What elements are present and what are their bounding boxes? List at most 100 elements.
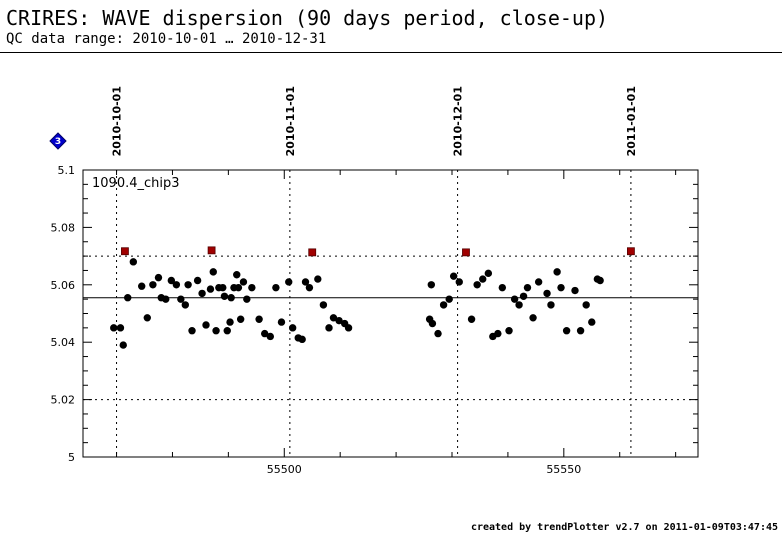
data-point [344,324,353,332]
date-markers: 2010-10-01 2010-11-01 2010-12-01 2011-01-01 [111,86,638,457]
data-point [557,283,565,292]
header: CRIRES: WAVE dispersion (90 days period,… [0,0,782,56]
data-point [266,332,274,341]
data-point [329,314,338,322]
y-tick-label: 5.04 [51,336,76,349]
chip-marker-diamond [49,132,67,150]
data-point [110,324,118,332]
axis-ticks [83,169,698,458]
data-point [305,283,314,292]
data-point [298,335,306,344]
date-marker-label: 2010-10-01 [111,86,124,156]
outlier-point [207,246,216,255]
data-point [272,283,280,292]
date-marker-label: 2010-11-01 [284,86,297,156]
data-point [288,324,297,332]
data-point [154,273,163,282]
data-point [427,281,436,289]
chip-marker-icon: 3 [49,132,67,150]
date-marker-label: 2010-12-01 [452,86,465,156]
reference-lines [83,255,698,401]
data-point [277,318,286,326]
data-point [571,286,579,295]
data-point [515,301,523,309]
data-point [510,295,519,303]
page-title: CRIRES: WAVE dispersion (90 days period,… [6,6,609,30]
x-tick-label: 55500 [267,463,302,476]
data-point [473,281,481,289]
outlier-point [627,247,635,256]
data-point [198,289,206,298]
data-point [248,283,256,292]
data-point [233,271,241,279]
data-point [129,258,138,266]
data-point [428,319,437,328]
data-point [184,281,192,289]
data-point [226,318,234,326]
date-marker-label: 2011-01-01 [625,86,638,156]
series-label: 1090.4_chip3 [92,176,180,191]
data-point [335,316,343,325]
data-point [479,275,487,283]
data-point [219,283,227,292]
data-point [188,327,196,335]
y-tick-label: 5.06 [51,279,76,292]
data-point [319,301,328,309]
data-point [582,301,590,309]
data-point [202,321,210,329]
data-point [523,283,532,292]
data-point [576,327,585,335]
data-point [449,272,458,280]
data-point [562,327,571,335]
data-point [434,329,442,338]
data-point [116,324,125,332]
y-tick-label: 5.1 [58,164,76,177]
data-point [124,294,132,302]
data-point [314,275,322,283]
data-point [445,295,453,303]
y-tick-label: 5.08 [51,221,76,234]
data-point [243,295,251,303]
data-point [325,324,333,332]
data-point [301,278,310,286]
tick-labels: 55500 55550 5 5.02 5.04 5.06 5.08 5.1 [51,164,582,476]
data-point [553,268,561,276]
header-rule [0,52,782,53]
data-point [223,327,231,335]
data-point [181,301,190,309]
data-point [236,315,245,323]
data-point [261,329,269,338]
data-point [234,283,243,292]
trend-chart: 2010-10-01 2010-11-01 2010-12-01 2011-01-01… [49,86,699,476]
data-point [484,269,493,278]
data-point [119,341,127,349]
data-point [206,285,215,293]
data-point [285,278,293,286]
y-tick-label: 5 [68,451,75,464]
x-tick-label: 55550 [546,463,581,476]
footer-credit: created by trendPlotter v2.7 on 2011-01-… [470,522,778,533]
data-point [255,315,263,323]
data-point [505,327,513,335]
y-tick-label: 5.02 [51,394,76,407]
data-point [498,283,507,292]
outlier-point [308,248,317,257]
data-points [110,258,604,349]
data-point [212,327,220,335]
data-point [543,289,551,298]
data-point [167,276,176,285]
outlier-point [462,248,470,257]
data-point [143,314,151,322]
data-point [227,294,235,302]
data-point [149,281,157,289]
data-point [439,301,448,309]
data-point [519,292,528,300]
data-point [239,278,248,286]
data-point [177,295,185,303]
data-point [209,268,217,276]
page-subtitle: QC data range: 2010-10-01 … 2010-12-31 [6,31,327,47]
data-point [467,315,476,323]
data-point [193,276,202,285]
data-point [547,301,555,309]
data-point [596,276,604,285]
